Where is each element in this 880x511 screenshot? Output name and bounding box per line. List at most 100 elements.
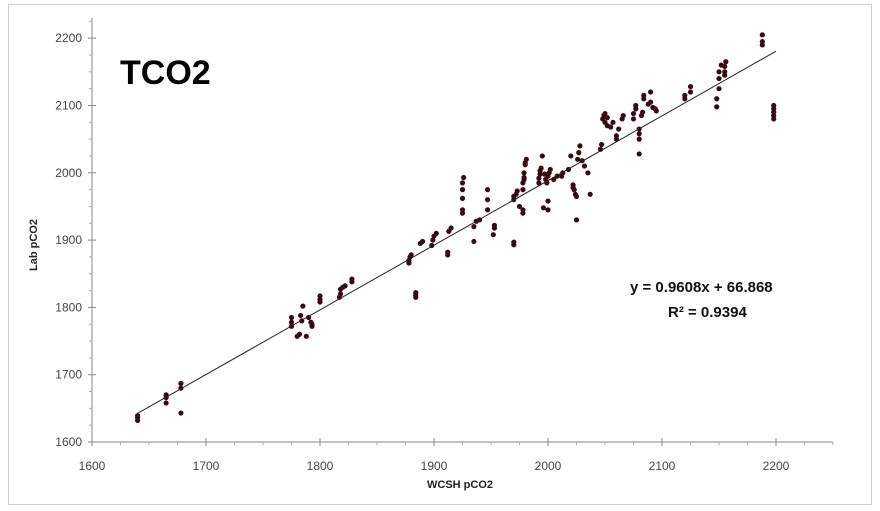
data-point	[613, 133, 620, 139]
data-point	[604, 115, 610, 121]
data-point	[723, 59, 729, 65]
data-point	[633, 102, 639, 109]
data-point	[520, 207, 526, 213]
data-point	[568, 153, 574, 159]
data-point	[630, 110, 637, 117]
data-point	[298, 312, 304, 319]
data-point	[716, 75, 722, 82]
data-point	[511, 239, 517, 245]
data-point	[445, 249, 451, 255]
axes: 1600 1700 1800 1900 2000 2100 2200 1600 1700 1800…	[55, 18, 834, 473]
data-point	[616, 126, 622, 132]
data-point	[648, 99, 654, 105]
data-point	[163, 400, 169, 406]
data-point	[630, 116, 637, 122]
trendline-equation: y = 0.9608x + 66.868	[630, 279, 773, 296]
data-point	[598, 141, 605, 148]
data-point	[722, 63, 728, 70]
data-point	[587, 191, 593, 197]
y-tick-label: 2000	[55, 166, 82, 180]
data-point	[521, 170, 527, 176]
data-point	[573, 193, 580, 199]
trendline	[137, 50, 777, 414]
data-point	[585, 170, 591, 176]
data-point	[420, 238, 426, 245]
data-point	[648, 89, 654, 95]
data-point	[459, 187, 466, 193]
data-point	[620, 112, 626, 119]
data-point	[288, 314, 295, 321]
data-point	[571, 187, 577, 193]
data-point	[490, 232, 496, 238]
x-tick-label: 1600	[79, 459, 106, 473]
data-point	[306, 314, 312, 321]
data-point	[538, 165, 544, 171]
data-point	[759, 32, 765, 38]
data-point	[296, 331, 303, 337]
data-point	[459, 180, 466, 186]
data-point	[514, 188, 520, 194]
data-point	[337, 291, 344, 297]
data-point	[602, 110, 608, 117]
data-point	[521, 174, 527, 181]
chart-title: TCO2	[120, 54, 211, 92]
data-point	[536, 175, 542, 181]
data-point	[641, 92, 647, 98]
data-point	[576, 150, 582, 156]
x-tick-label: 1800	[307, 459, 334, 473]
x-tick-label: 1700	[193, 459, 220, 473]
data-point	[682, 92, 688, 98]
data-point	[413, 289, 419, 296]
data-point	[771, 102, 777, 109]
data-point	[714, 96, 720, 102]
x-tick-label: 2000	[535, 459, 562, 473]
data-point	[608, 124, 614, 130]
data-point	[349, 276, 355, 282]
data-point	[716, 86, 722, 92]
data-point	[484, 187, 491, 193]
x-tick-label: 2200	[763, 459, 790, 473]
data-point	[759, 38, 765, 45]
data-point	[636, 136, 642, 142]
data-point	[430, 237, 436, 243]
data-point	[716, 69, 722, 75]
x-tick-label: 1900	[421, 459, 448, 473]
data-point	[471, 224, 477, 230]
data-point	[459, 207, 466, 213]
data-point	[448, 225, 454, 231]
data-point	[636, 131, 642, 137]
data-point	[577, 143, 583, 149]
data-point	[687, 84, 694, 90]
data-point	[581, 163, 588, 169]
x-axis-title: WCSH pCO2	[427, 479, 493, 491]
data-point	[135, 413, 141, 419]
y-tick-label: 1800	[55, 300, 82, 314]
data-point	[178, 410, 184, 416]
data-point	[547, 166, 553, 173]
data-point	[536, 180, 542, 186]
data-point	[484, 207, 491, 213]
chart-frame	[8, 4, 872, 505]
data-point	[408, 252, 414, 258]
data-point	[545, 207, 551, 213]
data-point	[575, 156, 581, 162]
data-point	[288, 319, 295, 325]
data-point	[640, 109, 646, 115]
data-point	[610, 119, 616, 125]
data-point	[461, 174, 467, 181]
data-point	[714, 104, 720, 110]
y-axis-title: Lab pCO2	[28, 219, 40, 271]
data-point	[471, 238, 477, 245]
data-point	[516, 203, 523, 210]
y-tick-label: 1700	[55, 368, 82, 382]
data-point	[540, 205, 547, 211]
x-tick-label: 2100	[649, 459, 676, 473]
data-point	[303, 333, 309, 339]
data-point	[484, 197, 491, 203]
data-points	[135, 32, 777, 424]
data-point	[178, 380, 184, 387]
y-tick-label: 2200	[55, 31, 82, 45]
y-tick-label: 2100	[55, 98, 82, 112]
data-point	[687, 89, 694, 95]
